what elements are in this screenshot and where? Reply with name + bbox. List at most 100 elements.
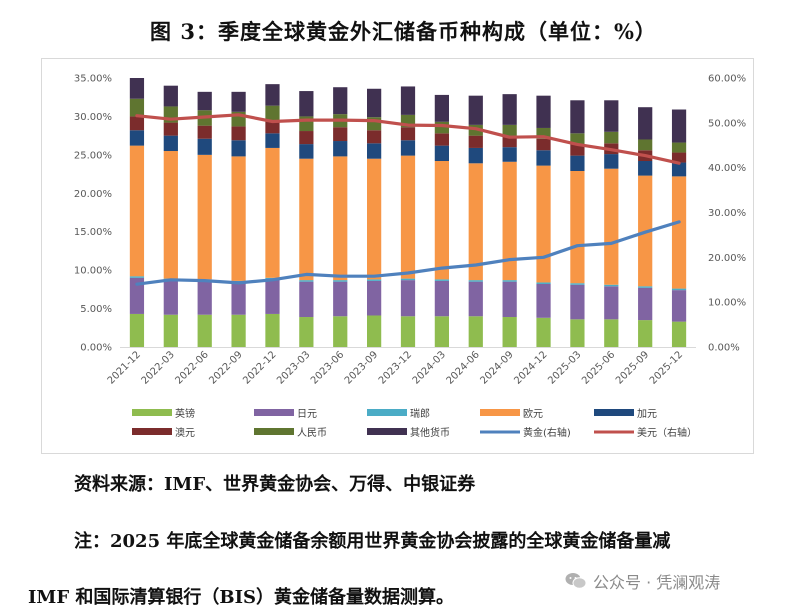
- bar-segment: [129, 78, 145, 99]
- bar-segment: [604, 168, 619, 285]
- bar-segment: [400, 140, 416, 156]
- bar-segment: [333, 316, 348, 347]
- bar-segment: [265, 121, 280, 134]
- bar-segment: [468, 163, 483, 281]
- bar-segment: [604, 131, 619, 144]
- line-series: [135, 220, 681, 286]
- right-axis-tick-label: 50.00%: [708, 118, 746, 129]
- x-axis-tick-label: 2022-12: [241, 349, 278, 386]
- bar-segment: [570, 144, 585, 156]
- bar-segment: [400, 127, 416, 141]
- note-line-1: 注：2025 年底全球黄金储备余额用世界黄金协会披露的全球黄金储备量减: [74, 531, 671, 552]
- x-axis-tick-label: 2025-03: [546, 349, 583, 386]
- bar-segment: [638, 139, 653, 151]
- bar-segment: [197, 314, 212, 347]
- bar-segment: [536, 165, 551, 283]
- bar-segment: [502, 161, 517, 281]
- bar-segment: [129, 130, 145, 146]
- bar-segment: [197, 125, 212, 139]
- bar-segment: [434, 316, 449, 347]
- bar-segment: [231, 91, 246, 112]
- left-axis-tick-label: 15.00%: [74, 227, 112, 238]
- bar-segment: [434, 94, 449, 122]
- bar-segment: [367, 130, 382, 144]
- bar-segment: [333, 87, 348, 115]
- legend-swatch: [594, 409, 634, 416]
- bar-segment: [536, 138, 551, 151]
- bar-segment: [197, 138, 212, 155]
- left-axis-tick-label: 30.00%: [74, 112, 112, 123]
- bar-segment: [299, 144, 314, 159]
- x-axis-tick-label: 2024-03: [411, 349, 448, 386]
- source-text: 资料来源：IMF、世界黄金协会、万得、中银证券: [74, 474, 476, 495]
- bar-segment: [671, 162, 687, 177]
- bar-segment: [638, 320, 653, 347]
- left-axis-tick-label: 10.00%: [74, 266, 112, 277]
- bar-segment: [434, 280, 449, 317]
- bar-segment: [604, 319, 619, 347]
- x-axis-tick-label: 2023-09: [343, 349, 380, 386]
- right-axis-tick-label: 60.00%: [708, 74, 746, 85]
- bar-segment: [163, 280, 178, 315]
- bar-segment: [468, 316, 483, 347]
- x-axis-tick-label: 2023-12: [377, 349, 414, 386]
- chart-area: 0.00% 5.00% 10.00% 15.00% 20.00% 25.00% 30.00%…: [41, 58, 754, 454]
- bar-segment: [570, 283, 585, 285]
- bar-segment: [129, 145, 145, 277]
- bar-segment: [367, 280, 382, 316]
- legend-label: 人民币: [297, 427, 327, 439]
- x-axis-tick-label: 2023-06: [309, 349, 346, 386]
- bar-segment: [570, 133, 585, 145]
- bar-segment: [468, 95, 483, 125]
- x-axis-tick-label: 2025-06: [580, 349, 617, 386]
- bar-segment: [231, 314, 246, 347]
- bar-segment: [333, 280, 348, 282]
- bar-segment: [163, 135, 178, 152]
- bar-segment: [333, 281, 348, 317]
- bar-segment: [231, 126, 246, 141]
- right-axis-tick-label: 0.00%: [708, 343, 740, 354]
- bar-segment: [638, 287, 653, 321]
- x-axis-tick-label: 2024-06: [445, 349, 482, 386]
- bar-segment: [536, 150, 551, 166]
- bar-segment: [570, 155, 585, 171]
- bar-segment: [265, 84, 280, 106]
- bar-segment: [671, 288, 687, 291]
- bar-segment: [671, 321, 687, 347]
- bar-segment: [434, 279, 449, 281]
- bar-segment: [502, 94, 517, 125]
- bar-segment: [536, 127, 551, 139]
- bar-segment: [468, 135, 483, 148]
- legend-label: 黄金(右轴): [523, 426, 571, 439]
- bar-segment: [536, 282, 551, 284]
- bar-segment: [400, 280, 416, 317]
- left-axis-tick-label: 25.00%: [74, 150, 112, 161]
- bar-segment: [502, 124, 517, 136]
- bar-segment: [299, 317, 314, 347]
- bar-segment: [231, 140, 246, 157]
- bar-segment: [299, 131, 314, 145]
- legend-swatch: [367, 409, 407, 416]
- bar-segment: [468, 280, 483, 282]
- bar-segment: [638, 161, 653, 176]
- bar-segment: [502, 317, 517, 347]
- bar-segment: [671, 290, 687, 322]
- legend-swatch: [254, 428, 294, 435]
- x-axis-tick-label: 2025-09: [614, 349, 651, 386]
- x-axis-tick-label: 2022-06: [173, 349, 210, 386]
- bar-segment: [536, 95, 551, 128]
- bar-segment: [163, 314, 178, 347]
- legend-swatch: [367, 428, 407, 435]
- bar-segment: [604, 154, 619, 169]
- bar-segment: [400, 316, 416, 347]
- bar-segment: [434, 133, 449, 146]
- bar-segment: [265, 313, 280, 347]
- bar-segment: [367, 158, 382, 280]
- x-axis-tick-label: 2021-12: [106, 349, 143, 386]
- bar-segment: [197, 91, 212, 111]
- left-axis-tick-label: 35.00%: [74, 74, 112, 85]
- left-axis-tick-label: 20.00%: [74, 189, 112, 200]
- bar-segment: [299, 281, 314, 318]
- bar-segment: [671, 152, 687, 163]
- x-axis-tick-label: 2025-12: [648, 349, 685, 386]
